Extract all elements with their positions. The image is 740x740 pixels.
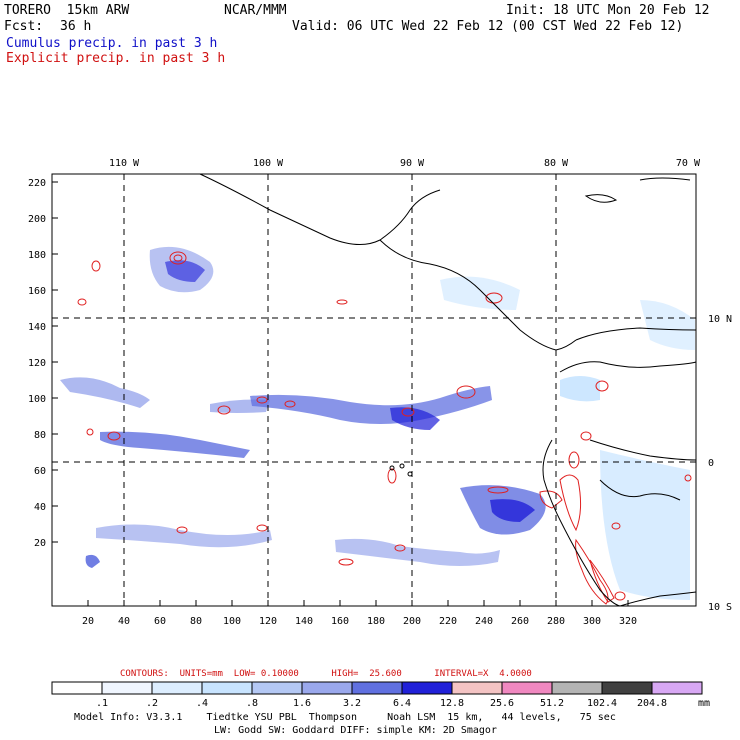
legend-cumulus: Cumulus precip. in past 3 h (6, 36, 218, 51)
y-tick-label: 120 (28, 358, 46, 369)
y-tick-label: 140 (28, 322, 46, 333)
lat-lon-grid (52, 174, 696, 606)
explicit-precip-contours (77, 251, 692, 605)
right-lat-labels: 10 N 0 10 S (708, 314, 732, 613)
footer-physics-info: LW: Godd SW: Goddard DIFF: simple KM: 2D… (214, 725, 497, 736)
valid-time: Valid: 06 UTC Wed 22 Feb 12 (00 CST Wed … (292, 19, 684, 34)
x-tick-label: 100 (223, 616, 241, 627)
x-tick-label: 160 (331, 616, 349, 627)
x-tick-label: 20 (82, 616, 94, 627)
lon-label: 90 W (400, 158, 425, 169)
colorbar-swatch (151, 681, 203, 695)
lat-label: 10 N (708, 314, 732, 325)
colorbar-label: .1 (96, 698, 108, 709)
y-tick-label: 100 (28, 394, 46, 405)
x-tick-label: 200 (403, 616, 421, 627)
x-tick-label: 60 (154, 616, 166, 627)
colorbar-swatch (301, 681, 353, 695)
colorbar-label: .8 (246, 698, 258, 709)
colorbar-label: 3.2 (343, 698, 361, 709)
x-tick-label: 40 (118, 616, 130, 627)
colorbar-swatch (451, 681, 503, 695)
lat-label: 0 (708, 458, 714, 469)
map-frame (51, 173, 697, 607)
colorbar-label: 102.4 (587, 698, 617, 709)
x-tick-label: 80 (190, 616, 202, 627)
coastlines (199, 173, 697, 607)
lon-label: 100 W (253, 158, 284, 169)
colorbar-label: 6.4 (393, 698, 411, 709)
cumulus-precip-shading (60, 246, 695, 600)
colorbar-label: 51.2 (540, 698, 564, 709)
colorbar-swatch (101, 681, 153, 695)
x-tick-label: 220 (439, 616, 457, 627)
y-tick-label: 160 (28, 286, 46, 297)
colorbar-swatch (51, 681, 103, 695)
x-tick-label: 300 (583, 616, 601, 627)
forecast-label: Fcst: (4, 19, 44, 34)
x-tick-label: 260 (511, 616, 529, 627)
colorbar-swatch (551, 681, 603, 695)
center-label: NCAR/MMM (224, 3, 287, 18)
x-tick-label: 180 (367, 616, 385, 627)
y-tick-label: 20 (34, 538, 46, 549)
lon-label: 70 W (676, 158, 701, 169)
forecast-value: 36 h (60, 19, 92, 34)
lon-label: 110 W (109, 158, 140, 169)
colorbar-swatch (351, 681, 403, 695)
colorbar-labels: .1 .2 .4 .8 1.6 3.2 6.4 12.8 25.6 51.2 1… (96, 698, 710, 709)
colorbar-units: mm (698, 698, 710, 709)
colorbar-swatch (651, 681, 703, 695)
y-tick-label: 80 (34, 430, 46, 441)
x-tick-label: 140 (295, 616, 313, 627)
colorbar-swatch (501, 681, 553, 695)
colorbar-swatch (601, 681, 653, 695)
x-tick-label: 120 (259, 616, 277, 627)
legend-explicit: Explicit precip. in past 3 h (6, 51, 226, 66)
lat-label: 10 S (708, 602, 732, 613)
footer-model-info: Model Info: V3.3.1 Tiedtke YSU PBL Thomp… (74, 712, 616, 723)
bottom-grid-labels: 20 40 60 80 100 120 140 160 180 200 220 … (82, 616, 637, 627)
y-tick-label: 220 (28, 178, 46, 189)
axis-ticks (52, 181, 629, 606)
lon-label: 80 W (544, 158, 569, 169)
colorbar-swatch (401, 681, 453, 695)
colorbar-label: 25.6 (490, 698, 514, 709)
colorbar (51, 681, 703, 695)
left-grid-labels: 220 200 180 160 140 120 100 80 60 40 20 (28, 178, 46, 549)
colorbar-label: 1.6 (293, 698, 311, 709)
x-tick-label: 280 (547, 616, 565, 627)
y-tick-label: 60 (34, 466, 46, 477)
x-tick-label: 320 (619, 616, 637, 627)
y-tick-label: 180 (28, 250, 46, 261)
colorbar-label: 204.8 (637, 698, 667, 709)
x-tick-label: 240 (475, 616, 493, 627)
colorbar-swatch (251, 681, 303, 695)
y-tick-label: 40 (34, 502, 46, 513)
top-lon-labels: 110 W 100 W 90 W 80 W 70 W (109, 158, 701, 169)
init-time: Init: 18 UTC Mon 20 Feb 12 (506, 3, 710, 18)
colorbar-swatch (201, 681, 253, 695)
contours-info: CONTOURS: UNITS=mm LOW= 0.10000 HIGH= 25… (120, 669, 532, 679)
colorbar-label: .4 (196, 698, 208, 709)
y-tick-label: 200 (28, 214, 46, 225)
colorbar-label: 12.8 (440, 698, 464, 709)
model-title: TORERO 15km ARW (4, 3, 130, 18)
colorbar-label: .2 (146, 698, 158, 709)
